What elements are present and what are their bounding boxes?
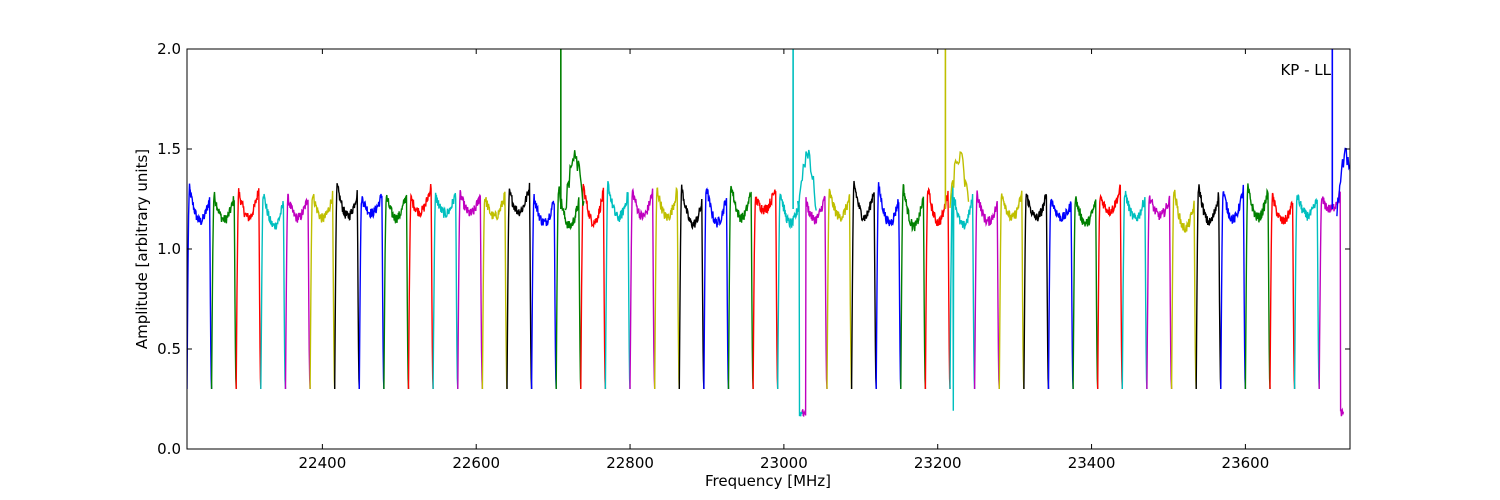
series-line <box>973 190 1000 390</box>
series-line <box>875 182 902 390</box>
series-line <box>1047 198 1074 390</box>
series-line <box>629 187 656 390</box>
series-line <box>1269 192 1296 390</box>
series-line <box>703 187 730 390</box>
series-line <box>235 188 262 390</box>
y-tick-label: 2.0 <box>157 40 181 58</box>
series-line <box>850 180 877 390</box>
series-line <box>1293 193 1320 390</box>
x-tick-label: 23400 <box>1068 454 1116 472</box>
series-line <box>801 195 828 418</box>
series-line <box>1072 196 1099 390</box>
ticks-layer: 22400 22600 22800 23000 23200 23400 23600 0.0 0.… <box>157 40 1350 472</box>
y-tick-label: 1.5 <box>157 140 181 158</box>
y-tick-label: 0.5 <box>157 340 181 358</box>
series-line <box>1244 183 1271 390</box>
series-line <box>1195 184 1222 390</box>
x-tick-label: 23600 <box>1222 454 1270 472</box>
series-line <box>1220 184 1247 390</box>
series-line <box>1170 189 1197 390</box>
series-line <box>481 191 508 390</box>
series-line <box>358 193 385 390</box>
rfi-burst <box>564 150 585 211</box>
x-tick-label: 23000 <box>760 454 808 472</box>
deep-dip-point <box>1342 416 1343 417</box>
series-line <box>432 192 459 390</box>
series-line <box>309 190 336 390</box>
series-line <box>826 188 853 390</box>
series-line <box>998 190 1025 390</box>
series-line <box>727 185 754 390</box>
chart-annotation: KP - LL <box>1280 61 1331 79</box>
series-line <box>457 189 484 390</box>
series-line <box>1121 190 1148 390</box>
deep-dip-point <box>803 416 804 417</box>
series-line <box>678 184 705 390</box>
y-tick-label: 0.0 <box>157 440 181 458</box>
series-line <box>752 189 779 390</box>
series-line <box>1023 193 1050 390</box>
y-tick-label: 1.0 <box>157 240 181 258</box>
series-line <box>383 194 410 390</box>
series-line <box>506 182 533 390</box>
series-line <box>900 184 927 390</box>
series-line <box>654 186 680 390</box>
x-tick-label: 22800 <box>606 454 654 472</box>
x-tick-label: 23200 <box>914 454 962 472</box>
series-line <box>1096 184 1123 390</box>
series-line <box>1146 195 1173 390</box>
deep-dip-point <box>957 414 958 415</box>
series-line <box>407 184 434 390</box>
series-line <box>580 183 607 390</box>
y-axis-label: Amplitude [arbitrary units] <box>133 149 151 349</box>
series-line <box>187 183 213 390</box>
x-tick-label: 22600 <box>452 454 500 472</box>
rfi-burst <box>797 149 817 211</box>
series-line <box>210 191 237 390</box>
series-line <box>260 193 287 390</box>
series-line <box>530 193 557 390</box>
deep-dip-point <box>571 414 572 415</box>
series-layer <box>187 49 1350 418</box>
series-line <box>284 193 311 390</box>
rfi-burst <box>949 151 970 208</box>
x-tick-label: 22400 <box>299 454 347 472</box>
series-line <box>334 183 360 390</box>
x-axis-label: Frequency [MHz] <box>705 472 831 490</box>
series-line <box>949 185 976 411</box>
series-line <box>604 181 631 390</box>
